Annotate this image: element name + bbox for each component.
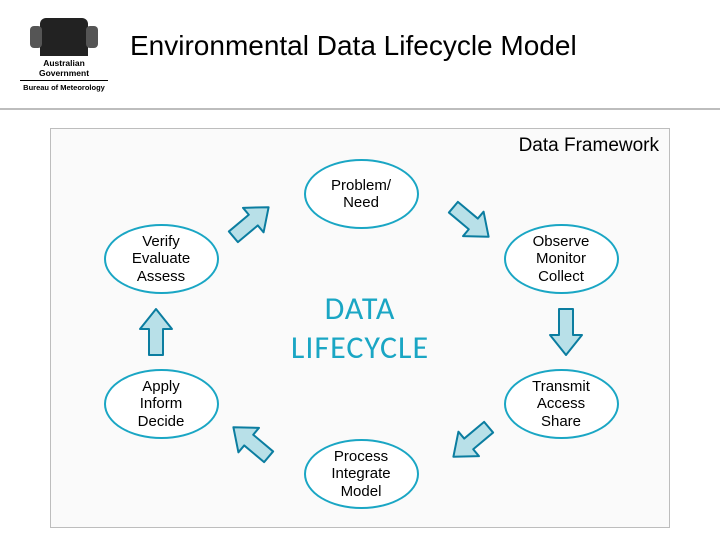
node-label-line: Observe (533, 233, 590, 250)
node-label: ObserveMonitorCollect (533, 233, 590, 285)
node-problem: Problem/Need (304, 159, 419, 229)
node-label-line: Access (537, 395, 585, 412)
header: Australian Government Bureau of Meteorol… (0, 0, 720, 112)
node-verify: VerifyEvaluateAssess (104, 224, 219, 294)
node-observe: ObserveMonitorCollect (504, 224, 619, 294)
node-label-line: Transmit (532, 378, 590, 395)
node-label: TransmitAccessShare (532, 378, 590, 430)
page-title: Environmental Data Lifecycle Model (130, 30, 577, 62)
node-label-line: Need (343, 194, 379, 211)
arrow-icon (220, 412, 281, 472)
node-label-line: Model (341, 483, 382, 500)
logo-line2: Bureau of Meteorology (20, 83, 108, 92)
node-process: ProcessIntegrateModel (304, 439, 419, 509)
node-label-line: Inform (140, 395, 183, 412)
arrow-problem-observe (440, 192, 501, 252)
node-label-line: Assess (137, 268, 185, 285)
node-transmit: TransmitAccessShare (504, 369, 619, 439)
frame-label: Data Framework (519, 135, 659, 157)
arrow-verify-problem (220, 192, 281, 252)
gov-logo: Australian Government Bureau of Meteorol… (20, 18, 108, 92)
diagram-frame: Data Framework DATA LIFECYCLE Problem/Ne… (50, 128, 670, 528)
arrow-icon (138, 307, 174, 357)
arrow-icon (220, 192, 281, 252)
node-label: Problem/Need (331, 177, 391, 212)
node-label-line: Collect (538, 268, 584, 285)
node-label-line: Monitor (536, 250, 586, 267)
arrow-apply-verify (138, 307, 174, 357)
crest-icon (40, 18, 88, 56)
center-label: DATA LIFECYCLE (291, 289, 429, 367)
node-label-line: Problem/ (331, 177, 391, 194)
center-line2: LIFECYCLE (291, 328, 429, 367)
node-label-line: Apply (142, 378, 180, 395)
arrow-icon (548, 307, 584, 357)
node-label-line: Verify (142, 233, 180, 250)
header-rule (0, 108, 720, 110)
arrow-icon (440, 192, 501, 252)
node-label-line: Evaluate (132, 250, 190, 267)
node-label-line: Process (334, 448, 388, 465)
node-label: ProcessIntegrateModel (331, 448, 390, 500)
node-label-line: Decide (138, 413, 185, 430)
node-label: ApplyInformDecide (138, 378, 185, 430)
logo-line1: Australian Government (20, 58, 108, 81)
node-apply: ApplyInformDecide (104, 369, 219, 439)
node-label-line: Integrate (331, 465, 390, 482)
arrow-process-apply (220, 412, 281, 472)
arrow-transmit-process (440, 412, 501, 472)
arrow-icon (440, 412, 501, 472)
arrow-observe-transmit (548, 307, 584, 357)
node-label-line: Share (541, 413, 581, 430)
node-label: VerifyEvaluateAssess (132, 233, 190, 285)
center-line1: DATA (325, 289, 396, 328)
